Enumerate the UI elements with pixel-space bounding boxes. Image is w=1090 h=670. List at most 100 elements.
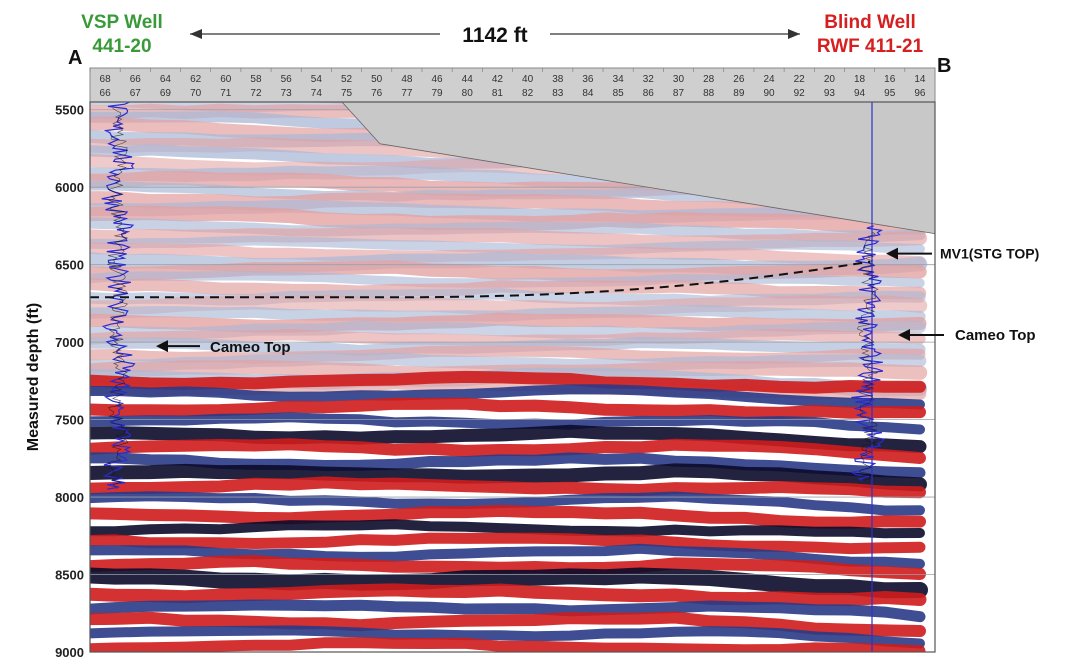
trace-number-lower: 73	[281, 88, 293, 99]
trace-number-upper: 34	[613, 74, 625, 85]
cameo-left-annotation	[156, 340, 200, 353]
reflection-event	[90, 438, 926, 464]
reflection-event	[90, 384, 925, 410]
right-well-name: Blind Well	[824, 12, 915, 33]
depth-tick-label: 6000	[55, 180, 84, 195]
trace-number-upper: 60	[220, 74, 232, 85]
trace-number-upper: 18	[854, 74, 866, 85]
depth-tick-label: 6500	[55, 258, 84, 273]
reflection-event	[90, 463, 927, 492]
trace-number-lower: 88	[703, 88, 715, 99]
reflection-event	[90, 277, 927, 300]
trace-number-upper: 24	[763, 74, 775, 85]
reflection-event	[90, 217, 926, 242]
left-well-log-curve-dark	[107, 107, 129, 490]
trace-number-lower: 89	[733, 88, 745, 99]
trace-number-lower: 76	[371, 88, 383, 99]
distance-label: 1142 ft	[462, 24, 527, 47]
reflection-event	[90, 519, 925, 539]
trace-number-upper: 22	[794, 74, 806, 85]
trace-number-upper: 52	[341, 74, 353, 85]
trace-number-upper: 20	[824, 74, 836, 85]
reflection-event	[90, 504, 926, 529]
trace-number-upper: 62	[190, 74, 202, 85]
trace-number-lower: 90	[763, 88, 775, 99]
left-well-name: VSP Well	[81, 12, 163, 33]
right-well-log-curve-dark	[857, 231, 879, 481]
reflection-event	[90, 599, 926, 623]
reflection-event	[90, 476, 926, 499]
mv1-label: MV1(STG TOP)	[940, 246, 1039, 262]
trace-number-upper: 44	[462, 74, 474, 85]
trace-number-lower: 85	[613, 88, 625, 99]
trace-number-upper: 16	[884, 74, 896, 85]
trace-number-lower: 96	[914, 88, 926, 99]
trace-number-upper: 64	[160, 74, 172, 85]
trace-number-upper: 38	[552, 74, 564, 85]
left-well-id: 441-20	[92, 36, 151, 57]
trace-number-upper: 32	[643, 74, 655, 85]
trace-number-lower: 83	[552, 88, 564, 99]
plot-frame	[89, 101, 936, 653]
trace-number-upper: 68	[100, 74, 112, 85]
endpoint-b-label: B	[937, 55, 951, 77]
reflection-event	[90, 583, 927, 607]
reflection-event	[90, 554, 926, 580]
trace-number-upper: 26	[733, 74, 745, 85]
cameo-top-right-label: Cameo Top	[955, 327, 1036, 344]
reflection-event	[90, 235, 925, 255]
trace-number-upper: 54	[311, 74, 323, 85]
trace-number-lower: 74	[311, 88, 323, 99]
trace-number-lower: 84	[582, 88, 594, 99]
right-well-id: RWF 411-21	[817, 36, 924, 57]
reflection-event	[90, 328, 926, 347]
trace-number-lower: 66	[100, 88, 112, 99]
trace-number-lower: 93	[824, 88, 836, 99]
depth-tick-labels: 5500 6000 6500 7000 7500 8000 8500 9000	[55, 103, 84, 660]
trace-number-lower: 77	[401, 88, 413, 99]
trace-number-upper: 50	[371, 74, 383, 85]
reflection-event	[90, 294, 928, 317]
trace-number-lower: 95	[884, 88, 896, 99]
reflection-event	[90, 567, 928, 599]
trace-number-lower: 70	[190, 88, 202, 99]
reflection-event	[90, 637, 926, 652]
depth-tick-label: 7500	[55, 413, 84, 428]
trace-number-upper: 28	[703, 74, 715, 85]
mv1-annotation	[886, 247, 932, 260]
depth-tick-label: 9000	[55, 645, 84, 660]
trace-number-upper: 30	[673, 74, 685, 85]
reflection-event	[90, 491, 925, 516]
trace-number-upper: 42	[492, 74, 504, 85]
reflection-event	[90, 543, 925, 569]
trace-header-strip	[89, 67, 936, 103]
trace-header-labels: 68 66 66 67 64 69 62 70 60 71 58 72 56 73 54 74 52 75 50 76…	[89, 68, 926, 99]
reflection-event	[90, 424, 927, 454]
trace-number-upper: 48	[401, 74, 413, 85]
cameo-right-annotation	[898, 329, 944, 342]
reflection-event	[90, 625, 925, 649]
trace-number-lower: 82	[522, 88, 534, 99]
trace-number-lower: 75	[341, 88, 353, 99]
mv1-horizon-line	[90, 260, 871, 299]
endpoint-a-label: A	[68, 47, 82, 69]
trace-number-lower: 92	[794, 88, 806, 99]
reflection-event	[90, 611, 926, 637]
trace-number-upper: 40	[522, 74, 534, 85]
seismic-reflections	[90, 102, 928, 652]
trace-number-lower: 71	[220, 88, 232, 99]
trace-number-upper: 46	[431, 74, 443, 85]
trace-number-lower: 72	[250, 88, 262, 99]
y-axis-label: Measured depth (ft)	[25, 303, 42, 451]
distance-arrow	[190, 29, 800, 39]
trace-number-lower: 81	[492, 88, 504, 99]
depth-tick-label: 5500	[55, 103, 84, 118]
reflection-event	[90, 452, 926, 479]
trace-number-lower: 69	[160, 88, 172, 99]
trace-number-lower: 86	[643, 88, 655, 99]
trace-number-lower: 94	[854, 88, 866, 99]
trace-number-lower: 87	[673, 88, 685, 99]
reflection-event	[90, 397, 926, 419]
trace-number-upper: 58	[250, 74, 262, 85]
